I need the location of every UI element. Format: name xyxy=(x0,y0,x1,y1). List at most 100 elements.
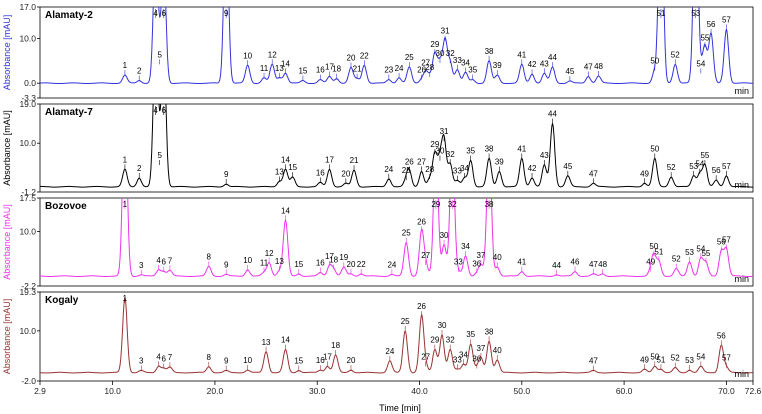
peak-label: 23 xyxy=(384,66,393,75)
peak-label: 24 xyxy=(395,64,404,73)
peak-label: 52 xyxy=(672,255,681,264)
peak-label: 42 xyxy=(528,60,537,69)
peak-label: 45 xyxy=(565,67,574,76)
peak-label: 50 xyxy=(650,352,659,361)
peak-label: 9 xyxy=(224,260,229,269)
peak-label: 48 xyxy=(594,62,603,71)
peak-label: 53 xyxy=(685,248,694,257)
peak-label: 33 xyxy=(453,167,462,176)
peak-label: 51 xyxy=(656,9,665,18)
chromatogram-trace xyxy=(40,198,753,277)
y-tick-label: 10.0 xyxy=(19,326,36,336)
peak-label: 26 xyxy=(417,218,426,227)
peak-label: 35 xyxy=(466,147,475,156)
peak-label: 17 xyxy=(325,252,334,261)
peak-label: 49 xyxy=(640,355,649,364)
y-axis-label: Absorbance [mAU] xyxy=(2,299,12,375)
panel-title: Alamaty-7 xyxy=(45,107,93,118)
peak-label: 51 xyxy=(654,247,663,256)
peak-label: 32 xyxy=(446,49,455,58)
peak-label: 5 xyxy=(157,50,162,59)
peak-label: 35 xyxy=(468,66,477,75)
peak-label: 17 xyxy=(325,62,334,71)
peak-label: 47 xyxy=(584,62,593,71)
x-axis-label: Time [min] xyxy=(379,403,421,413)
x-tick-label: 60.0 xyxy=(616,386,633,396)
peak-label: 20 xyxy=(347,54,356,63)
peak-label: 33 xyxy=(453,56,462,65)
peak-label: 12 xyxy=(265,249,274,258)
x-tick-label: 72.6 xyxy=(745,386,762,396)
peak-label: 24 xyxy=(387,260,396,269)
peak-label: 39 xyxy=(493,61,502,70)
peak-label: 50 xyxy=(650,144,659,153)
peak-label: 20 xyxy=(341,169,350,178)
peak-label: 49 xyxy=(640,169,649,178)
peak-label: 26 xyxy=(405,158,414,167)
peak-label: 42 xyxy=(528,164,537,173)
y-tick-label: -2.2 xyxy=(21,281,36,291)
peak-label: 36 xyxy=(472,354,481,363)
peak-label: 57 xyxy=(722,15,731,24)
peak-label: 54 xyxy=(695,160,704,169)
peak-label: 34 xyxy=(461,242,470,251)
x-tick-label: 2.9 xyxy=(34,386,46,396)
peak-label: 54 xyxy=(696,352,705,361)
x-axis: 2.9 10.0 20.0 30.0 40.0 50.0 60.0 70.0 72.6 xyxy=(34,381,762,396)
peak-label: 10 xyxy=(243,356,252,365)
peak-label: 55 xyxy=(701,249,710,258)
peak-label: 28 xyxy=(425,165,434,174)
peak-label: 10 xyxy=(243,51,252,60)
peak-label: 13 xyxy=(275,168,284,177)
peak-label: 18 xyxy=(332,65,341,74)
x-tick-label: 30.0 xyxy=(309,386,326,396)
peak-label: 6 xyxy=(162,354,167,363)
peak-label: 37 xyxy=(476,251,485,260)
peak-label: 40 xyxy=(493,253,502,262)
peak-label: 24 xyxy=(384,165,393,174)
peak-label: 4 xyxy=(153,106,158,115)
peak-label: 50 xyxy=(650,57,659,66)
y-tick-label: -2.0 xyxy=(21,376,36,386)
peak-label: 53 xyxy=(689,162,698,171)
panel-title: Bozovoe xyxy=(45,201,87,212)
peak-label: 17 xyxy=(323,352,332,361)
peak-label: 53 xyxy=(685,356,694,365)
peak-label: 56 xyxy=(717,238,726,247)
plot-frame xyxy=(39,197,754,287)
chromatogram-trace xyxy=(40,104,753,188)
peak-label: 46 xyxy=(571,258,580,267)
peak-label: 29 xyxy=(430,140,439,149)
peak-label: 18 xyxy=(331,341,340,350)
y-axis-label: Absorbance [mAU] xyxy=(2,15,12,91)
peak-label: 3 xyxy=(139,357,144,366)
peak-label: 9 xyxy=(224,357,229,366)
peak-label: 26 xyxy=(417,302,426,311)
peak-label: 21 xyxy=(353,65,362,74)
peak-label: 29 xyxy=(430,336,439,345)
peak-label: 35 xyxy=(466,330,475,339)
peak-label: 36 xyxy=(472,259,481,268)
peak-label: 33 xyxy=(454,258,463,267)
peak-label: 25 xyxy=(401,317,410,326)
peak-label: 2 xyxy=(137,67,142,76)
peak-label: 31 xyxy=(440,127,449,136)
time-unit-label: min xyxy=(734,369,749,379)
peak-label: 56 xyxy=(707,20,716,29)
y-axis-label: Absorbance [mAU] xyxy=(2,110,12,186)
peak-label: 34 xyxy=(460,164,469,173)
peak-label: 16 xyxy=(316,259,325,268)
peak-label: 55 xyxy=(700,151,709,160)
y-tick-label: 10.0 xyxy=(19,33,36,43)
peak-label: 13 xyxy=(262,338,271,347)
time-unit-label: min xyxy=(734,86,749,96)
peak-label: 18 xyxy=(329,255,338,264)
peak-label: 25 xyxy=(405,53,414,62)
peak-label: 1 xyxy=(123,61,128,70)
peak-label: 4 xyxy=(156,352,161,361)
peak-label: 16 xyxy=(316,356,325,365)
peak-label: 31 xyxy=(441,27,450,36)
peak-label: 41 xyxy=(517,144,526,153)
peak-label: 54 xyxy=(696,244,705,253)
